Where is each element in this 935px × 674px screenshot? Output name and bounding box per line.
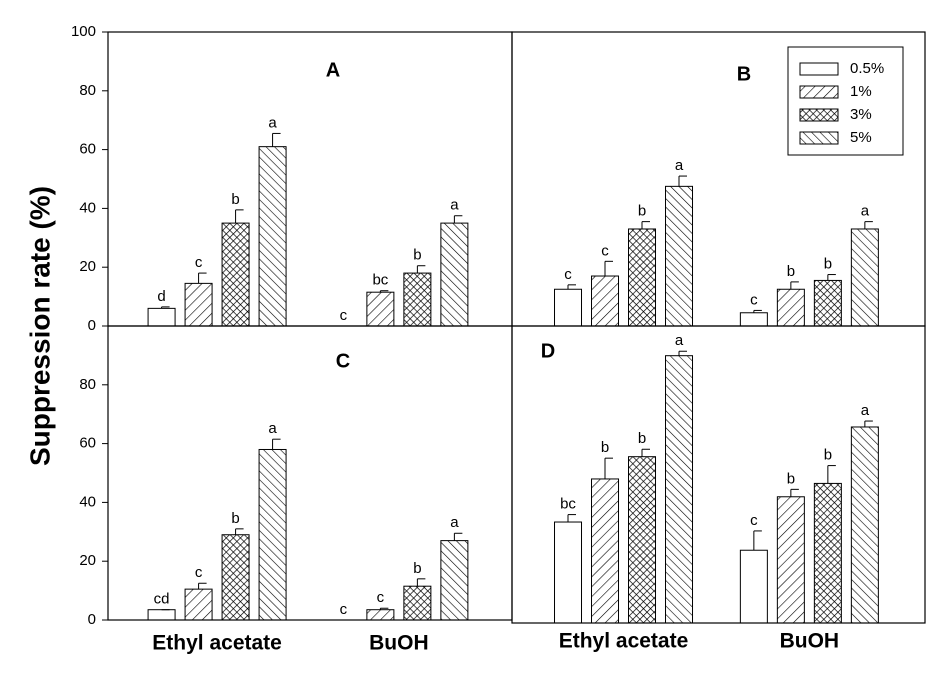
significance-letter: b: [413, 560, 421, 577]
panel-title: C: [336, 350, 350, 372]
significance-letter: c: [195, 564, 203, 581]
significance-letter: a: [675, 332, 684, 349]
bar: [850, 228, 879, 327]
x-tick-label: Ethyl acetate: [152, 632, 282, 655]
bar: [184, 588, 213, 621]
significance-letter: c: [750, 512, 758, 529]
significance-letter: c: [195, 254, 203, 271]
significance-letter: b: [231, 191, 239, 208]
significance-letter: b: [824, 447, 832, 464]
significance-letter: bc: [372, 272, 388, 289]
bar: [221, 222, 250, 327]
legend-swatch: [799, 62, 839, 76]
bar: [403, 585, 432, 621]
significance-letter: b: [787, 263, 795, 280]
y-tick-label: 60: [79, 435, 96, 452]
significance-letter: d: [157, 288, 165, 305]
bar: [258, 146, 287, 327]
y-axis-label: Suppression rate (%): [24, 186, 55, 466]
significance-letter: c: [750, 291, 758, 308]
bar: [440, 222, 469, 327]
bar: [554, 521, 583, 624]
significance-letter: a: [450, 197, 459, 214]
bar: [591, 275, 620, 327]
significance-letter: a: [268, 114, 277, 131]
y-tick-label: 60: [79, 141, 96, 158]
significance-letter: a: [861, 203, 870, 220]
legend-swatch: [799, 85, 839, 99]
significance-letter: a: [675, 157, 684, 174]
bar: [776, 496, 805, 624]
bar: [665, 185, 694, 327]
significance-letter: cd: [154, 591, 170, 608]
significance-letter: c: [340, 601, 348, 618]
x-tick-label: Ethyl acetate: [559, 630, 689, 653]
bar: [776, 288, 805, 327]
significance-letter: c: [564, 266, 572, 283]
significance-letter: b: [787, 470, 795, 487]
significance-letter: c: [601, 242, 609, 259]
bar: [628, 456, 657, 624]
legend-swatch: [799, 131, 839, 145]
legend-label: 0.5%: [850, 60, 884, 77]
bar: [591, 478, 620, 624]
y-tick-label: 80: [79, 82, 96, 99]
bar: [221, 534, 250, 621]
bar: [813, 482, 842, 624]
bar: [366, 291, 395, 327]
significance-letter: b: [231, 510, 239, 527]
bar: [147, 609, 176, 621]
y-tick-label: 20: [79, 258, 96, 275]
panel-title: B: [737, 63, 751, 85]
bar: [554, 288, 583, 327]
y-tick-label: 40: [79, 493, 96, 510]
bar: [440, 540, 469, 621]
y-tick-label: 40: [79, 199, 96, 216]
legend-label: 1%: [850, 83, 872, 100]
bar: [147, 307, 176, 327]
significance-letter: a: [861, 402, 870, 419]
significance-letter: bc: [560, 496, 576, 513]
bar: [628, 228, 657, 327]
bar: [739, 312, 768, 327]
panel-title: A: [326, 59, 340, 81]
y-tick-label: 0: [88, 317, 96, 334]
significance-letter: a: [268, 420, 277, 437]
bar: [184, 282, 213, 327]
significance-letter: b: [601, 439, 609, 456]
legend-label: 5%: [850, 129, 872, 146]
y-tick-label: 0: [88, 611, 96, 628]
x-tick-label: BuOH: [780, 630, 840, 653]
y-tick-label: 100: [71, 23, 96, 40]
legend-label: 3%: [850, 106, 872, 123]
y-tick-label: 80: [79, 376, 96, 393]
significance-letter: c: [340, 307, 348, 324]
x-tick-label: BuOH: [369, 632, 429, 655]
significance-letter: b: [638, 430, 646, 447]
bar: [739, 549, 768, 624]
significance-letter: b: [413, 247, 421, 264]
legend-swatch: [799, 108, 839, 122]
bar: [366, 609, 395, 621]
bar: [850, 426, 879, 624]
bar: [813, 279, 842, 327]
bar: [403, 272, 432, 327]
significance-letter: c: [377, 589, 385, 606]
significance-letter: b: [638, 203, 646, 220]
bar: [665, 355, 694, 624]
significance-letter: b: [824, 256, 832, 273]
panel-frame: [511, 325, 926, 624]
y-tick-label: 20: [79, 552, 96, 569]
significance-letter: a: [450, 514, 459, 531]
bar: [258, 448, 287, 621]
panel-title: D: [541, 340, 555, 362]
